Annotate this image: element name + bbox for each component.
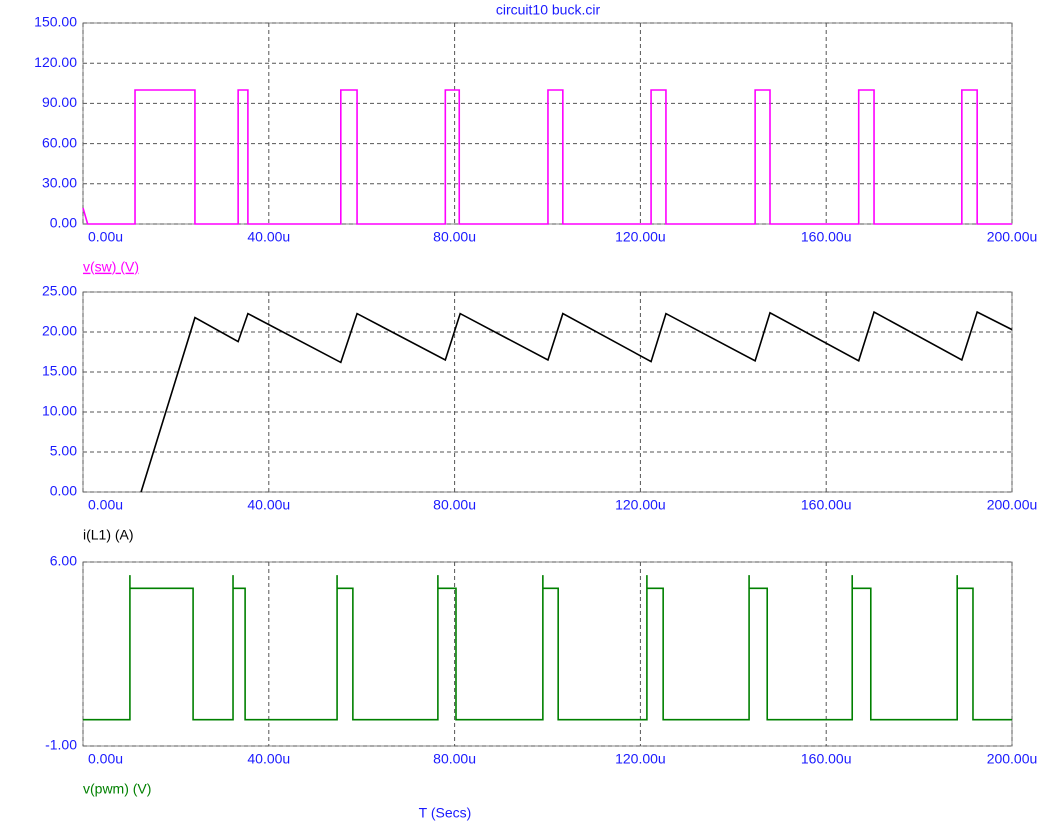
y-tick-label: 60.00 [42,134,77,150]
y-tick-label: 10.00 [42,403,77,419]
y-tick-label: 150.00 [34,14,77,30]
chart-title: circuit10 buck.cir [496,2,601,18]
series-line [82,89,1012,225]
x-tick-label: 200.00u [987,497,1038,513]
y-tick-label: 25.00 [42,283,77,299]
y-tick-label: 30.00 [42,175,77,191]
x-tick-label: 120.00u [615,751,666,767]
x-tick-label: 40.00u [247,751,290,767]
x-tick-label: 160.00u [801,751,852,767]
x-tick-label: 0.00u [88,751,123,767]
y-tick-label: 0.00 [50,483,77,499]
x-tick-label: 200.00u [987,751,1038,767]
x-tick-label: 80.00u [433,229,476,245]
x-tick-label: 160.00u [801,229,852,245]
x-tick-label: 160.00u [801,497,852,513]
x-tick-label: 80.00u [433,497,476,513]
x-tick-label: 80.00u [433,751,476,767]
x-axis-label: T (Secs) [419,805,472,821]
series-label: i(L1) (A) [83,527,134,543]
y-tick-label: 5.00 [50,443,77,459]
y-tick-label: -1.00 [45,737,77,753]
x-tick-label: 120.00u [615,229,666,245]
y-tick-label: 20.00 [42,323,77,339]
x-tick-label: 40.00u [247,229,290,245]
y-tick-label: 6.00 [50,553,77,569]
y-tick-label: 15.00 [42,363,77,379]
x-tick-label: 0.00u [88,229,123,245]
x-tick-label: 120.00u [615,497,666,513]
y-tick-label: 0.00 [50,215,77,231]
y-tick-label: 90.00 [42,94,77,110]
series-label: v(pwm) (V) [83,781,151,797]
x-tick-label: 200.00u [987,229,1038,245]
series-line [140,310,1013,493]
x-tick-label: 40.00u [247,497,290,513]
y-tick-label: 120.00 [34,54,77,70]
x-tick-label: 0.00u [88,497,123,513]
series-label: v(sw) (V) [83,259,139,275]
series-line [83,575,1012,721]
